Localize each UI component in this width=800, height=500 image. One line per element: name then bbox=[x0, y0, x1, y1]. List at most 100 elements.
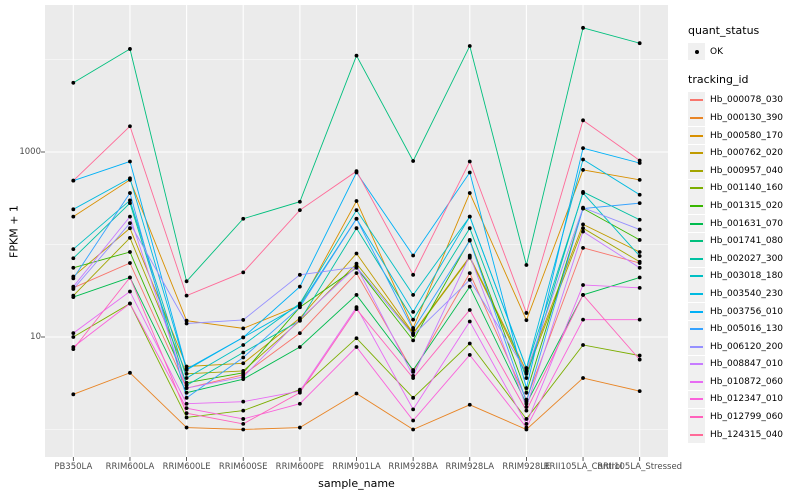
data-point bbox=[637, 389, 642, 394]
data-point bbox=[184, 425, 189, 430]
legend-item: Hb_000762_020 bbox=[688, 144, 800, 162]
data-point bbox=[128, 159, 132, 164]
data-point bbox=[524, 425, 529, 430]
data-point bbox=[71, 214, 76, 219]
data-point bbox=[71, 295, 76, 299]
line-swatch-icon bbox=[690, 398, 703, 401]
line-swatch-icon bbox=[690, 363, 703, 366]
x-tick-label: RRIM600PE bbox=[275, 462, 325, 472]
data-point bbox=[467, 341, 472, 346]
data-point bbox=[354, 271, 359, 276]
data-point bbox=[128, 235, 132, 240]
data-point bbox=[524, 369, 529, 374]
data-point bbox=[467, 214, 472, 219]
legend-item-label: Hb_000078_030 bbox=[710, 95, 784, 106]
data-point bbox=[581, 343, 585, 347]
data-point bbox=[467, 191, 472, 195]
data-point bbox=[524, 399, 529, 404]
data-point bbox=[128, 198, 132, 203]
legend-item-label: Hb_012347_010 bbox=[710, 394, 784, 405]
x-tick-label: RRII105LA_Stressed bbox=[597, 462, 683, 472]
data-point bbox=[411, 309, 416, 314]
data-point bbox=[637, 259, 642, 264]
legend-item: Hb_000580_170 bbox=[688, 127, 800, 145]
data-point bbox=[411, 253, 416, 258]
data-point bbox=[297, 317, 302, 322]
line-swatch-icon bbox=[690, 187, 703, 190]
data-point bbox=[411, 407, 416, 412]
data-point bbox=[297, 305, 302, 310]
legend-item: Hb_010872_060 bbox=[688, 373, 800, 391]
legend-item: Hb_012347_010 bbox=[688, 390, 800, 409]
legend-item-label: Hb_000762_020 bbox=[710, 148, 784, 159]
data-point bbox=[71, 256, 76, 261]
legend-key-ok bbox=[688, 43, 705, 61]
data-point bbox=[128, 370, 132, 375]
data-point bbox=[128, 124, 132, 129]
legend-group-quant-status: quant_status OK bbox=[688, 24, 800, 61]
data-point bbox=[467, 402, 472, 407]
data-point bbox=[524, 390, 529, 395]
line-swatch-icon bbox=[690, 222, 703, 225]
data-point bbox=[354, 261, 359, 266]
data-point bbox=[411, 368, 416, 372]
data-point bbox=[241, 408, 246, 413]
data-point bbox=[297, 331, 302, 336]
line-swatch-icon bbox=[690, 240, 703, 243]
legend-item-label: Hb_008847_010 bbox=[710, 359, 784, 370]
data-point bbox=[128, 226, 132, 231]
point-icon bbox=[694, 49, 699, 54]
legend-item-label: Hb_003018_180 bbox=[710, 271, 784, 282]
legend-item-label: Hb_003756_010 bbox=[710, 306, 784, 317]
data-point bbox=[411, 418, 416, 423]
legend-item-label: Hb_006120_200 bbox=[710, 341, 784, 352]
data-point bbox=[467, 253, 472, 258]
data-point bbox=[184, 401, 189, 406]
data-point bbox=[637, 238, 642, 242]
data-point bbox=[581, 118, 585, 123]
data-point bbox=[184, 376, 189, 380]
data-point bbox=[581, 293, 585, 297]
data-point bbox=[524, 311, 529, 315]
y-tick-label: 1000 bbox=[19, 146, 41, 157]
data-point bbox=[637, 357, 642, 362]
legend-key-line-icon bbox=[688, 215, 705, 233]
data-point bbox=[524, 421, 529, 426]
legend-item: Hb_001741_080 bbox=[688, 232, 800, 250]
data-point bbox=[581, 25, 585, 30]
data-point bbox=[297, 272, 302, 277]
data-point bbox=[354, 226, 359, 231]
data-point bbox=[524, 376, 529, 380]
data-point bbox=[184, 406, 189, 411]
x-tick-label: RRIM600LE bbox=[162, 462, 211, 472]
x-tick-label: RRIM901LA bbox=[332, 462, 381, 472]
data-point bbox=[411, 317, 416, 322]
data-point bbox=[184, 293, 189, 298]
legend-item: Hb_003018_180 bbox=[688, 267, 800, 286]
data-point bbox=[241, 427, 246, 432]
data-point bbox=[71, 392, 76, 397]
legend-item-label: Hb_002027_300 bbox=[710, 253, 784, 264]
data-point bbox=[184, 371, 189, 376]
data-point bbox=[354, 251, 359, 256]
data-point bbox=[354, 216, 359, 221]
legend-item: Hb_000130_390 bbox=[688, 109, 800, 127]
legend-item-label: Hb_001631_070 bbox=[710, 218, 784, 229]
legend-item: Hb_003540_230 bbox=[688, 285, 800, 303]
data-point bbox=[128, 250, 132, 254]
data-point bbox=[467, 353, 472, 357]
line-swatch-icon bbox=[690, 275, 703, 278]
legend-item-label: Hb_003540_230 bbox=[710, 288, 784, 299]
legend-key-line-icon bbox=[688, 426, 705, 444]
data-point bbox=[71, 247, 76, 252]
data-point bbox=[71, 80, 76, 85]
legend-item: Hb_001315_020 bbox=[688, 197, 800, 215]
data-point bbox=[637, 201, 642, 206]
legend-item: Hb_124315_040 bbox=[688, 426, 800, 444]
data-point bbox=[581, 191, 585, 195]
data-point bbox=[241, 335, 246, 340]
data-point bbox=[581, 283, 585, 287]
data-point bbox=[411, 376, 416, 380]
line-swatch-icon bbox=[690, 292, 703, 295]
data-point bbox=[354, 208, 359, 213]
